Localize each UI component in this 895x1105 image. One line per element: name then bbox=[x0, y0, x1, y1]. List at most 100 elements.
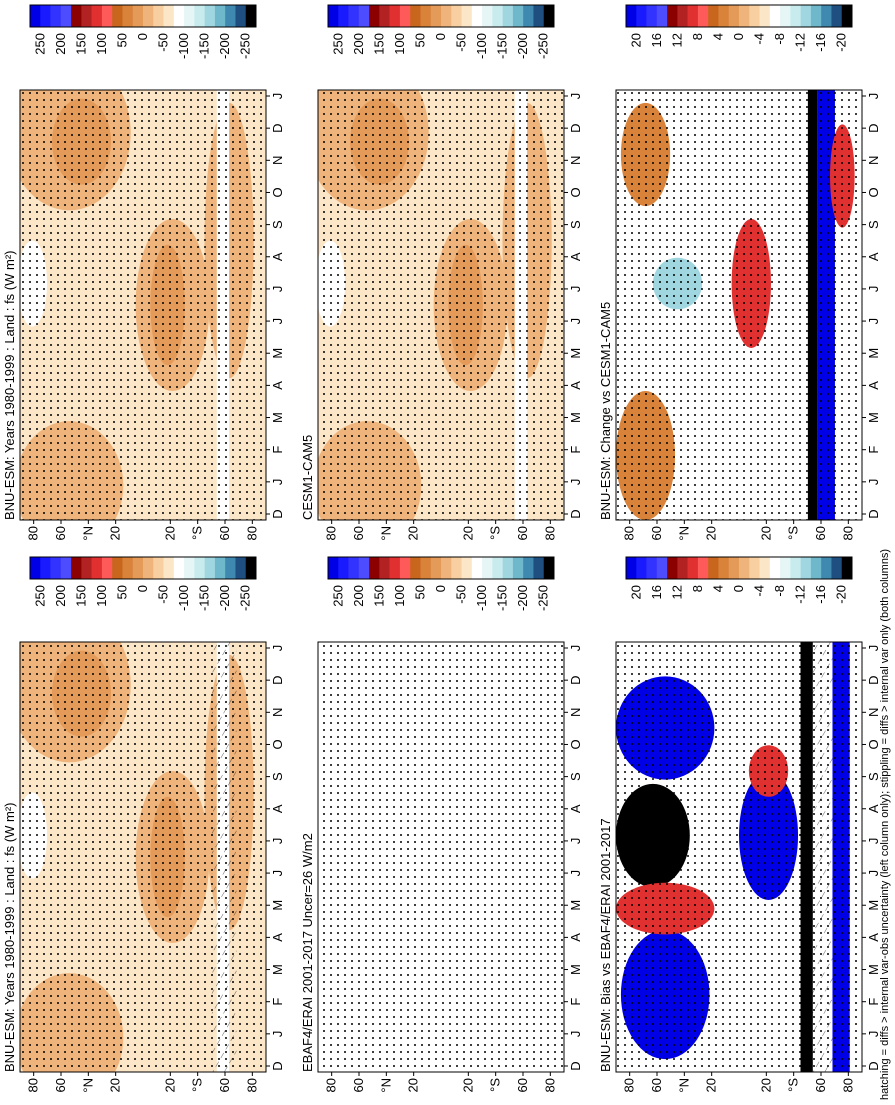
panel: 250 200 150 100 50 0 -50 -100 -150 -200 -250 EBAF4/… bbox=[300, 556, 583, 1093]
colorbar-frame bbox=[327, 556, 555, 580]
colorbar-swatch bbox=[389, 5, 401, 27]
colorbar-swatch bbox=[235, 557, 247, 579]
colorbar-swatch bbox=[482, 557, 493, 579]
colorbar-label: -100 bbox=[474, 33, 489, 59]
colorbar-label: 150 bbox=[73, 33, 88, 55]
month-label: M bbox=[568, 900, 583, 911]
colorbar-swatch bbox=[512, 5, 524, 27]
month-label: O bbox=[866, 739, 881, 749]
colorbar-swatch bbox=[91, 5, 103, 27]
colorbar-swatch bbox=[461, 5, 473, 27]
colorbar-swatch bbox=[91, 557, 103, 579]
latitude-label: 80 bbox=[26, 1078, 41, 1092]
colorbar-swatch bbox=[667, 5, 678, 27]
latitude-label: 60 bbox=[813, 526, 828, 540]
colorbar-frame bbox=[29, 556, 257, 580]
month-label: N bbox=[866, 708, 881, 717]
colorbar-swatch bbox=[153, 5, 164, 27]
latitude-label: 60 bbox=[649, 526, 664, 540]
colorbar-swatch bbox=[533, 557, 545, 579]
latitude-label: 80 bbox=[622, 526, 637, 540]
colorbar-label: -8 bbox=[772, 585, 787, 597]
colorbar-swatch bbox=[214, 557, 226, 579]
plot-frame bbox=[19, 641, 267, 1073]
colorbar-label: -100 bbox=[176, 33, 191, 59]
colorbar-swatch bbox=[759, 5, 771, 27]
latitude-label: 80 bbox=[324, 526, 339, 540]
colorbar-swatch bbox=[143, 557, 154, 579]
colorbar-swatch bbox=[841, 5, 853, 27]
month-label: A bbox=[270, 804, 285, 813]
hatching bbox=[211, 642, 237, 1072]
latitude-label: 80 bbox=[542, 1078, 557, 1092]
colorbar-frame bbox=[625, 4, 853, 28]
panel-title: BNU-ESM: Years 1980-1999 : Land : fs (W … bbox=[2, 251, 17, 521]
colorbar-swatch bbox=[451, 557, 462, 579]
month-label: O bbox=[270, 187, 285, 197]
month-label: J bbox=[866, 838, 881, 845]
colorbar-label: -200 bbox=[515, 585, 530, 611]
colorbar-swatch bbox=[626, 557, 637, 579]
colorbar-swatch bbox=[358, 557, 370, 579]
latitude-label: °N bbox=[80, 1078, 95, 1093]
colorbar-swatch bbox=[708, 5, 719, 27]
colorbar-swatch bbox=[749, 557, 760, 579]
colorbar-swatch bbox=[626, 5, 637, 27]
colorbar-label: 150 bbox=[371, 33, 386, 55]
colorbar-swatch bbox=[800, 5, 812, 27]
month-label: J bbox=[270, 286, 285, 293]
colorbar-swatch bbox=[132, 557, 144, 579]
month-label: O bbox=[270, 739, 285, 749]
colorbar-swatch bbox=[821, 557, 832, 579]
month-label: N bbox=[866, 156, 881, 165]
panel-title: BNU-ESM: Change vs CESM1-CAM5 bbox=[598, 302, 613, 520]
colorbar-label: 4 bbox=[710, 585, 725, 592]
colorbar-label: 100 bbox=[392, 585, 407, 607]
colorbar-label: 150 bbox=[73, 585, 88, 607]
colorbar-swatch bbox=[81, 5, 92, 27]
colorbar-label: -20 bbox=[834, 585, 849, 604]
latitude-label: °N bbox=[676, 526, 691, 541]
colorbar-swatch bbox=[50, 557, 62, 579]
colorbar-swatch bbox=[420, 5, 432, 27]
month-label: J bbox=[270, 1031, 285, 1038]
colorbar-swatch bbox=[50, 5, 62, 27]
month-label: S bbox=[270, 772, 285, 781]
colorbar-swatch bbox=[101, 5, 113, 27]
colorbar-swatch bbox=[739, 5, 750, 27]
month-label: S bbox=[568, 220, 583, 229]
month-label: S bbox=[866, 772, 881, 781]
colorbar-swatch bbox=[81, 557, 92, 579]
colorbar-swatch bbox=[543, 557, 555, 579]
panel-title: BNU-ESM: Years 1980-1999 : Land : fs (W … bbox=[2, 803, 17, 1073]
latitude-label: 60 bbox=[53, 1078, 68, 1092]
colorbar-swatch bbox=[225, 5, 236, 27]
colorbar-swatch bbox=[40, 557, 51, 579]
latitude-label: 20 bbox=[704, 1078, 719, 1092]
latitude-label: 80 bbox=[244, 1078, 259, 1092]
colorbar-swatch bbox=[132, 5, 144, 27]
colorbar-label: -50 bbox=[454, 585, 469, 604]
field bbox=[318, 642, 564, 1072]
latitude-label: 60 bbox=[53, 526, 68, 540]
colorbar-label: 50 bbox=[412, 33, 427, 47]
month-label: J bbox=[866, 479, 881, 486]
panel: 250 200 150 100 50 0 -50 -100 -150 -200 -250 BNU-ES… bbox=[2, 556, 285, 1093]
latitude-label: 60 bbox=[649, 1078, 664, 1092]
colorbar-swatch bbox=[523, 557, 534, 579]
month-label: F bbox=[866, 446, 881, 454]
colorbar-swatch bbox=[687, 5, 699, 27]
month-label: A bbox=[270, 933, 285, 942]
colorbar-swatch bbox=[492, 5, 503, 27]
colorbar-swatch bbox=[399, 5, 411, 27]
colorbar-swatch bbox=[471, 5, 483, 27]
month-label: O bbox=[568, 187, 583, 197]
colorbar-swatch bbox=[369, 5, 380, 27]
colorbar-label: -20 bbox=[834, 33, 849, 52]
month-label: D bbox=[866, 675, 881, 684]
colorbar-label: -4 bbox=[752, 585, 767, 597]
month-label: S bbox=[866, 220, 881, 229]
month-label: A bbox=[866, 804, 881, 813]
colorbar-swatch bbox=[677, 5, 688, 27]
hatching bbox=[807, 642, 833, 1072]
